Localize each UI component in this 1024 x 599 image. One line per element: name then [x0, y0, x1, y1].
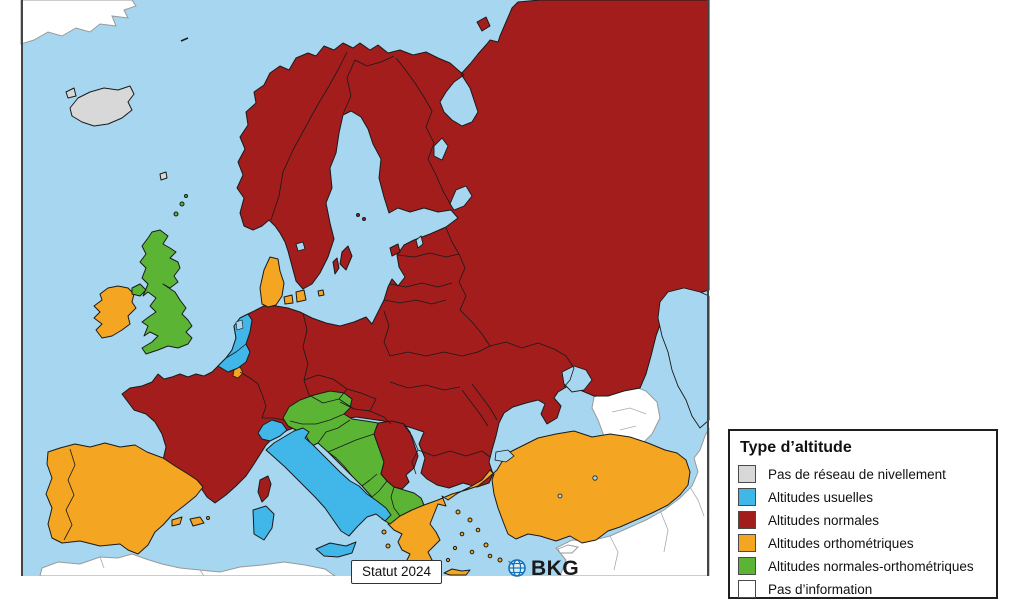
- lake-ladoga: [449, 185, 473, 211]
- lake-tuz: [592, 475, 598, 481]
- iceland-shape: [69, 85, 135, 127]
- legend-swatch-no-network: [738, 465, 756, 483]
- ionian-island: [381, 529, 387, 535]
- mallorca-shape: [171, 516, 183, 527]
- sicily-shape: [315, 541, 357, 558]
- aegean-island: [452, 545, 458, 551]
- kolguyev-island: [476, 16, 491, 32]
- ijsselmeer: [235, 319, 244, 331]
- shetland-islands: [184, 194, 188, 198]
- corsica-island: [257, 475, 272, 503]
- countries-altitudes-normales: [121, 0, 710, 504]
- lake-onega: [433, 137, 449, 161]
- legend-swatch-normales: [738, 511, 756, 529]
- turkish-lake: [557, 493, 563, 499]
- normales-main-landmass: [121, 0, 710, 504]
- sardinia-shape: [252, 505, 275, 541]
- legend-row-no-information: Pas d’information: [738, 580, 988, 598]
- country-borders: [239, 51, 575, 475]
- ionian-island: [385, 543, 391, 549]
- legend-swatch-usuelles: [738, 488, 756, 506]
- bkg-logo: BKG: [506, 557, 579, 581]
- oland-island: [332, 257, 340, 275]
- portugal-spain-border: [63, 448, 76, 541]
- legend-title: Type d’altitude: [740, 439, 852, 456]
- greenland-shape: [20, 0, 137, 45]
- aegean-island: [459, 531, 465, 537]
- rhodes-island: [497, 557, 503, 563]
- balkan-internal-borders: [289, 413, 401, 517]
- map-canvas: [20, 0, 710, 576]
- sea-of-marmara: [494, 449, 515, 463]
- legend-label: Altitudes orthométriques: [768, 535, 914, 551]
- legend-label: Pas d’information: [768, 581, 873, 597]
- zealand-shape: [295, 289, 307, 303]
- status-box: Statut 2024: [351, 560, 443, 584]
- no-information-landmasses: [20, 0, 710, 576]
- shetland-islands: [179, 201, 185, 207]
- luxembourg-shape: [232, 366, 244, 379]
- lake-vanern: [295, 241, 306, 252]
- switzerland-shape: [257, 419, 288, 442]
- lake-peipus: [415, 235, 424, 249]
- legend-swatch-normales-orthometriques: [738, 557, 756, 575]
- northern-ireland-shape: [131, 283, 147, 297]
- legend-row-normales: Altitudes normales: [738, 511, 988, 529]
- iberia-ireland-shapes: [45, 285, 210, 555]
- cyprus-shape: [557, 544, 579, 554]
- aegean-island: [445, 557, 451, 563]
- legend-label: Altitudes usuelles: [768, 489, 874, 505]
- funen-shape: [283, 294, 294, 305]
- iberia-shape: [45, 442, 204, 555]
- greece-turkey-shape: [387, 430, 691, 569]
- aegean-island: [469, 549, 475, 555]
- aegean-island: [455, 509, 461, 515]
- aegean-island: [487, 553, 493, 559]
- inland-waters: [295, 137, 710, 429]
- legend-label: Pas de réseau de nivellement: [768, 466, 946, 482]
- legend-swatch-no-information: [738, 580, 756, 598]
- status-label: Statut 2024: [362, 564, 432, 579]
- legend-row-normales-orthometriques: Altitudes normales-orthométriques: [738, 557, 988, 575]
- marmara-and-straits: [494, 449, 598, 499]
- aegean-island: [467, 517, 473, 523]
- balearic-island: [206, 516, 210, 520]
- faroe-islands: [159, 171, 168, 181]
- ireland-shape: [93, 285, 137, 339]
- europe-altitude-map: [20, 0, 710, 576]
- italy-shape: [265, 427, 392, 537]
- jutland-shape: [259, 256, 285, 308]
- aegean-island: [483, 542, 489, 548]
- legend-label: Altitudes normales: [768, 512, 880, 528]
- orkney-islands: [173, 211, 179, 217]
- altitude-type-legend: Type d’altitude Pas de réseau de nivelle…: [728, 429, 998, 599]
- menorca-shape: [189, 516, 205, 527]
- legend-swatch-orthometriques: [738, 534, 756, 552]
- crete-island: [443, 568, 471, 576]
- aegean-island: [475, 527, 481, 533]
- denmark-shapes: [259, 256, 325, 308]
- belgium-netherlands-border: [225, 343, 247, 359]
- middle-east-shape: [555, 427, 710, 576]
- countries-altitudes-orthometriques: [381, 430, 691, 576]
- gotland-island: [339, 245, 353, 271]
- legend-row-orthometriques: Altitudes orthométriques: [738, 534, 988, 552]
- no-information-borders: [99, 407, 705, 576]
- legend-label: Altitudes normales-orthométriques: [768, 558, 974, 574]
- uk-shapes: [131, 194, 193, 355]
- aland-islands: [356, 213, 360, 217]
- jan-mayen-island: [180, 37, 189, 42]
- legend-row-usuelles: Altitudes usuelles: [738, 488, 988, 506]
- caspian-sea: [657, 287, 710, 429]
- saaremaa-island: [389, 243, 401, 257]
- iceland-shapes: [65, 85, 168, 181]
- serbia-shape: [373, 420, 419, 490]
- aland-islands: [362, 217, 366, 221]
- bornholm-shape: [317, 289, 325, 297]
- map-frame: [21, 0, 709, 576]
- bkg-logo-text: BKG: [531, 557, 580, 580]
- north-africa-shape: [39, 553, 336, 576]
- iceland-westfjords: [65, 87, 77, 99]
- legend-row-no-network: Pas de réseau de nivellement: [738, 465, 988, 483]
